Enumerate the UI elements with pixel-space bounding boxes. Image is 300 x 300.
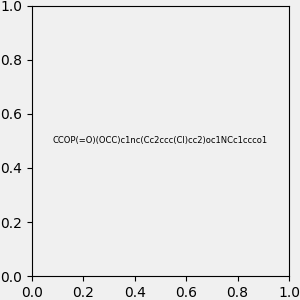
Text: CCOP(=O)(OCC)c1nc(Cc2ccc(Cl)cc2)oc1NCc1ccco1: CCOP(=O)(OCC)c1nc(Cc2ccc(Cl)cc2)oc1NCc1c… [53,136,268,146]
